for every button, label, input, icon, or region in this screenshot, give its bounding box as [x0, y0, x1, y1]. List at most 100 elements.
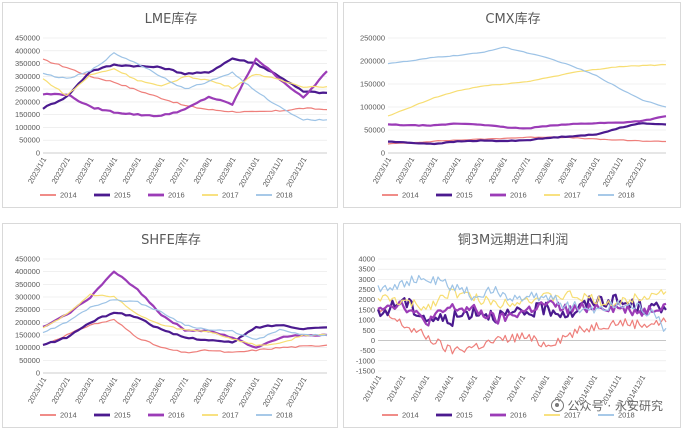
y-tick-label: 50000: [19, 356, 40, 365]
watermark: 公众号 · 永安研究: [550, 397, 663, 414]
x-tick-label: 2023/6/1: [144, 156, 166, 186]
legend-label-2017: 2017: [564, 411, 581, 420]
x-tick-label: 2023/10/1: [237, 376, 261, 409]
wechat-icon: [550, 399, 564, 412]
x-tick-label: 2014/4/1: [433, 374, 455, 404]
y-tick-label: 300000: [15, 293, 40, 302]
x-tick-label: 2023/3/1: [73, 156, 95, 186]
legend-label-2014: 2014: [60, 191, 77, 200]
y-tick-label: 450000: [15, 255, 40, 264]
y-tick-label: 200000: [15, 318, 40, 327]
x-tick-label: 2023/8/1: [192, 376, 214, 406]
legend-label-2017: 2017: [222, 191, 239, 200]
y-tick-label: 250000: [15, 85, 40, 94]
x-tick-label: 2014/8/1: [529, 374, 551, 404]
legend-label-2015: 2015: [456, 411, 473, 420]
y-tick-label: 350000: [15, 59, 40, 68]
x-tick-label: 2023/10/1: [577, 156, 601, 189]
x-tick-label: 2023/3/1: [73, 376, 95, 406]
y-tick-label: 0: [36, 369, 40, 378]
legend-label-2016: 2016: [168, 411, 185, 420]
series-line-2015: [42, 311, 328, 346]
series-line-2017: [42, 293, 328, 347]
series-line-2014: [377, 307, 667, 355]
y-tick-label: 100000: [15, 343, 40, 352]
y-tick-label: 100000: [15, 123, 40, 132]
chart-title: LME库存: [145, 11, 198, 27]
y-tick-label: 1000: [358, 316, 375, 325]
series-line-2014: [387, 136, 666, 145]
x-tick-label: 2023/2/1: [394, 156, 416, 186]
panel-shfe: SHFE库存 0 50000 100000 150000 200000 250000 3000…: [2, 223, 338, 428]
legend-label-2018: 2018: [618, 191, 635, 200]
x-tick-label: 2023/7/1: [168, 376, 190, 406]
legend-label-2015: 2015: [114, 411, 131, 420]
x-tick-label: 2023/4/1: [97, 376, 119, 406]
y-tick-label: 200000: [15, 97, 40, 106]
chart-title: CMX库存: [485, 11, 540, 27]
series-line-2018: [377, 274, 667, 332]
y-tick-label: 3000: [358, 275, 375, 284]
chart-import-profit: 铜3M远期进口利润-1500-1000-50005001000150020002…: [356, 233, 667, 420]
legend-label-2018: 2018: [276, 191, 293, 200]
series-line-2016: [377, 299, 667, 327]
series-line-2014: [42, 58, 328, 113]
x-tick-label: 2023/2/1: [50, 376, 72, 406]
y-tick-label: 350000: [15, 280, 40, 289]
legend-label-2015: 2015: [456, 191, 473, 200]
x-tick-label: 2023/2/1: [50, 156, 72, 186]
chart-title: 铜3M远期进口利润: [458, 233, 569, 248]
chart-shfe: SHFE库存 0 50000 100000 150000 200000 250000 3000…: [15, 232, 328, 420]
x-tick-label: 2023/6/1: [487, 156, 509, 186]
legend-label-2016: 2016: [510, 411, 527, 420]
y-tick-label: -1500: [356, 367, 375, 376]
y-tick-label: 2000: [358, 295, 375, 304]
y-tick-label: 3500: [358, 265, 375, 274]
x-tick-label: 2014/6/1: [481, 374, 503, 404]
x-tick-label: 2023/11/1: [261, 376, 285, 409]
x-tick-label: 2023/5/1: [121, 376, 143, 406]
x-tick-label: 2014/3/1: [409, 374, 431, 404]
y-tick-label: 4000: [358, 255, 375, 264]
series-line-2017: [387, 63, 667, 117]
y-tick-label: 50000: [364, 126, 385, 135]
series-line-2016: [387, 115, 667, 130]
x-tick-label: 2023/4/1: [440, 156, 462, 186]
y-tick-label: 200000: [360, 57, 385, 66]
chart-title: SHFE库存: [141, 232, 201, 248]
y-tick-label: 100000: [360, 103, 385, 112]
x-tick-label: 2023/5/1: [121, 156, 143, 186]
series-line-2018: [42, 52, 328, 122]
panel-cmx: CMX库存 0 50000 100000 150000 200000 250000 2023/…: [343, 2, 681, 208]
legend-label-2015: 2015: [114, 191, 131, 200]
legend-label-2014: 2014: [402, 191, 419, 200]
y-tick-label: -1000: [356, 356, 375, 365]
x-tick-label: 2023/9/1: [556, 156, 578, 186]
x-tick-label: 2023/9/1: [215, 376, 237, 406]
x-tick-label: 2014/1/1: [361, 374, 383, 404]
x-tick-label: 2023/12/1: [624, 156, 648, 189]
x-tick-label: 2023/3/1: [417, 156, 439, 186]
y-tick-label: 400000: [15, 267, 40, 276]
x-tick-label: 2023/5/1: [463, 156, 485, 186]
x-tick-label: 2023/6/1: [144, 376, 166, 406]
y-tick-label: 0: [36, 149, 40, 158]
series-line-2015: [388, 122, 667, 146]
y-tick-label: 150000: [15, 110, 40, 119]
series-line-2017: [42, 68, 328, 96]
watermark-text: 公众号 · 永安研究: [567, 399, 663, 413]
y-tick-label: 150000: [360, 80, 385, 89]
legend-label-2017: 2017: [222, 411, 239, 420]
y-tick-label: 300000: [15, 72, 40, 81]
legend-label-2014: 2014: [402, 411, 419, 420]
y-tick-label: 450000: [15, 34, 40, 43]
x-tick-label: 2023/11/1: [261, 156, 285, 189]
legend-label-2016: 2016: [168, 191, 185, 200]
x-tick-label: 2014/7/1: [505, 374, 527, 404]
chart-lme: LME库存 0 50000 100000 150000 200000 250000 30000…: [15, 11, 328, 200]
y-tick-label: 500: [362, 326, 375, 335]
y-tick-label: 50000: [19, 136, 40, 145]
x-tick-label: 2023/10/1: [237, 156, 261, 189]
legend-label-2014: 2014: [60, 411, 77, 420]
legend-label-2018: 2018: [618, 411, 635, 420]
